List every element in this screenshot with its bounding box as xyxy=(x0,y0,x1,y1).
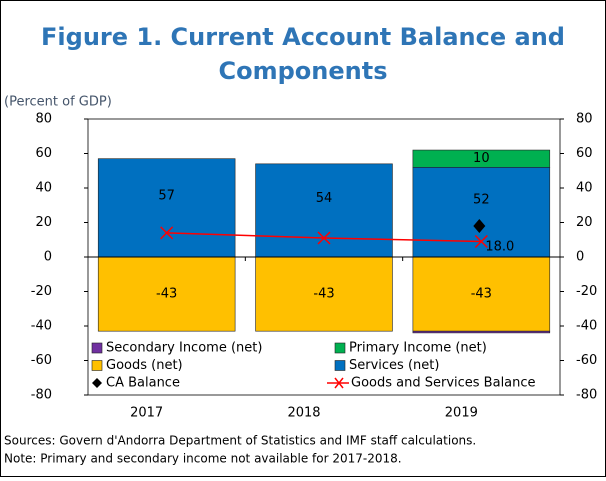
x-tick-label: 2017 xyxy=(130,406,163,421)
note: Sources: Govern d'Andorra Department of … xyxy=(4,434,476,448)
subtitle: (Percent of GDP) xyxy=(4,95,112,110)
line-marker xyxy=(317,231,331,245)
y2-tick-label: 60 xyxy=(576,146,593,161)
data-label: 52 xyxy=(473,193,490,208)
title-line: Components xyxy=(219,57,388,85)
y2-tick-label: 40 xyxy=(576,181,593,196)
legend-label: Services (net) xyxy=(349,358,439,373)
y2-tick-label: -80 xyxy=(576,388,597,403)
x-tick-label: 2019 xyxy=(445,406,478,421)
line-marker xyxy=(160,226,174,240)
y-tick-label: 0 xyxy=(44,250,52,265)
legend-swatch xyxy=(91,360,103,371)
data-label: -43 xyxy=(471,287,492,302)
data-label: 10 xyxy=(473,151,490,166)
note: Note: Primary and secondary income not a… xyxy=(4,452,402,466)
x-tick-label: 2018 xyxy=(287,406,320,421)
legend-swatch xyxy=(334,360,346,371)
legend-label: CA Balance xyxy=(106,376,180,391)
y-tick-label: 80 xyxy=(35,112,52,127)
bar xyxy=(255,163,393,258)
y-tick-label: 40 xyxy=(35,181,52,196)
y2-tick-label: -60 xyxy=(576,353,597,368)
bar xyxy=(255,256,393,332)
y-tick-label: -40 xyxy=(31,319,52,334)
bar xyxy=(97,158,236,258)
legend-label: Goods and Services Balance xyxy=(351,376,536,391)
bar xyxy=(412,256,551,332)
line-marker xyxy=(474,234,488,249)
y2-tick-label: 20 xyxy=(576,215,593,230)
data-label: -43 xyxy=(156,287,177,302)
y2-tick-label: 80 xyxy=(576,112,593,127)
diamond-marker xyxy=(473,218,486,233)
legend-swatch xyxy=(334,342,346,354)
bar xyxy=(412,330,551,334)
y2-tick-label: -20 xyxy=(576,284,597,299)
legend-swatch xyxy=(92,378,102,388)
bar xyxy=(97,256,236,332)
y-tick-label: 20 xyxy=(35,215,52,230)
legend-label: Secondary Income (net) xyxy=(106,341,262,356)
y2-tick-label: 0 xyxy=(576,250,584,265)
legend-label: Primary Income (net) xyxy=(349,341,487,356)
y-tick-label: -60 xyxy=(31,353,52,368)
legend-label: Goods (net) xyxy=(106,358,183,373)
bar xyxy=(412,167,551,258)
chart-title: Figure 1. Current Account Balance and Com… xyxy=(41,23,565,85)
legend-swatch xyxy=(91,342,103,354)
y2-tick-label: -40 xyxy=(576,319,597,334)
y-tick-label: -80 xyxy=(31,388,52,403)
bar xyxy=(412,149,551,168)
data-label: 54 xyxy=(316,191,333,206)
data-label: 57 xyxy=(158,188,175,203)
data-label: 18.0 xyxy=(485,239,514,254)
y-tick-label: -20 xyxy=(31,284,52,299)
data-label: -43 xyxy=(313,287,334,302)
legend-swatch xyxy=(334,377,344,389)
title-line: Figure 1. Current Account Balance and xyxy=(41,23,565,51)
y-tick-label: 60 xyxy=(35,146,52,161)
